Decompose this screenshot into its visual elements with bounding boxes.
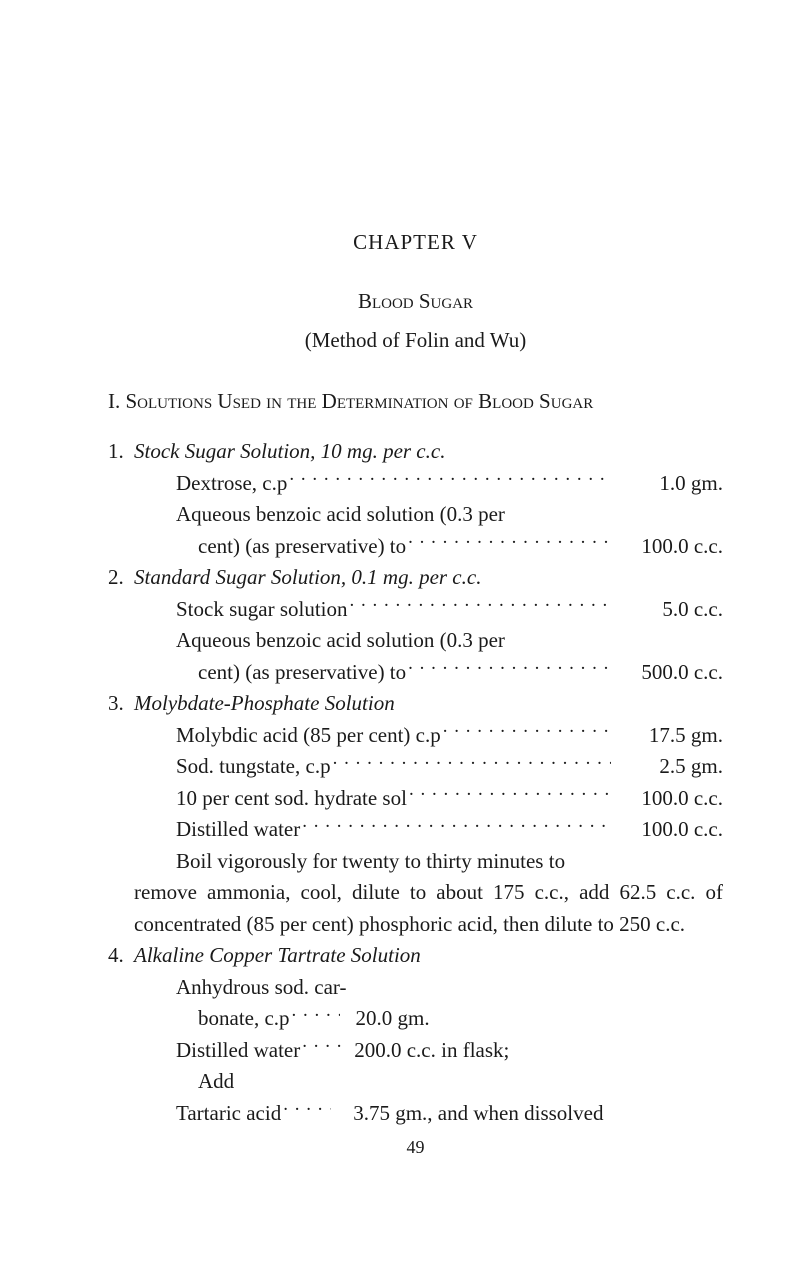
- dot-leaders: [409, 784, 611, 805]
- solution-entry: cent) (as preservative) to 500.0 c.c.: [134, 657, 723, 689]
- entry-label: cent) (as preservative) to: [198, 657, 406, 689]
- item-number: 2.: [108, 562, 134, 688]
- item-title: Molybdate-Phosphate Solution: [134, 688, 723, 720]
- chapter-subtitle: (Method of Folin and Wu): [108, 328, 723, 353]
- dot-leaders: [408, 658, 611, 679]
- section-heading: I. Solutions Used in the Determination o…: [108, 389, 723, 414]
- entry-value: 1.0 gm.: [613, 468, 723, 500]
- item-body: Stock Sugar Solution, 10 mg. per c.c. De…: [134, 436, 723, 562]
- chapter-label: CHAPTER V: [108, 230, 723, 255]
- list-item: 2. Standard Sugar Solution, 0.1 mg. per …: [108, 562, 723, 688]
- entry-continuation: Aqueous benzoic acid solution (0.3 per: [134, 625, 723, 657]
- entry-value: 100.0 c.c.: [613, 531, 723, 563]
- instruction-line: Boil vigorously for twenty to thirty min…: [134, 846, 723, 878]
- dot-leaders: [443, 721, 611, 742]
- entry-value: 2.5 gm.: [613, 751, 723, 783]
- solution-entry: Sod. tungstate, c.p 2.5 gm.: [134, 751, 723, 783]
- entry-label: Distilled water: [176, 1035, 300, 1067]
- dot-leaders: [289, 469, 611, 490]
- entry-value: 100.0 c.c.: [613, 814, 723, 846]
- entry-label: cent) (as preservative) to: [198, 531, 406, 563]
- solution-entry: cent) (as preservative) to 100.0 c.c.: [134, 531, 723, 563]
- inline-line: Distilled water 200.0 c.c. in flask;: [134, 1035, 723, 1067]
- solution-list: 1. Stock Sugar Solution, 10 mg. per c.c.…: [108, 436, 723, 1129]
- item-number: 4.: [108, 940, 134, 1129]
- entry-rest: 200.0 c.c. in flask;: [346, 1035, 509, 1067]
- inline-line: Add: [134, 1066, 723, 1098]
- list-item: 3. Molybdate-Phosphate Solution Molybdic…: [108, 688, 723, 940]
- page-number: 49: [108, 1137, 723, 1158]
- entry-label: Sod. tungstate, c.p: [176, 751, 331, 783]
- item-body: Alkaline Copper Tartrate Solution Anhydr…: [134, 940, 723, 1129]
- dot-leaders: [283, 1099, 331, 1120]
- entry-rest: 20.0 gm.: [342, 1003, 430, 1035]
- item-body: Molybdate-Phosphate Solution Molybdic ac…: [134, 688, 723, 940]
- inline-line: Tartaric acid 3.75 gm., and when dissolv…: [134, 1098, 723, 1130]
- list-item: 1. Stock Sugar Solution, 10 mg. per c.c.…: [108, 436, 723, 562]
- dot-leaders: [350, 595, 612, 616]
- solution-entry: 10 per cent sod. hydrate sol 100.0 c.c.: [134, 783, 723, 815]
- solution-entry: Molybdic acid (85 per cent) c.p 17.5 gm.: [134, 720, 723, 752]
- inline-line: Anhydrous sod. car-: [134, 972, 723, 1004]
- item-body: Standard Sugar Solution, 0.1 mg. per c.c…: [134, 562, 723, 688]
- item-number: 1.: [108, 436, 134, 562]
- entry-value: 17.5 gm.: [613, 720, 723, 752]
- item-title: Alkaline Copper Tartrate Solution: [134, 940, 723, 972]
- entry-value: 100.0 c.c.: [613, 783, 723, 815]
- dot-leaders: [408, 532, 611, 553]
- entry-label: 10 per cent sod. hydrate sol: [176, 783, 407, 815]
- solution-entry: Stock sugar solution 5.0 c.c.: [134, 594, 723, 626]
- dot-leaders: [333, 752, 611, 773]
- entry-label: Stock sugar solution: [176, 594, 348, 626]
- dot-leaders: [302, 815, 611, 836]
- entry-value: 5.0 c.c.: [613, 594, 723, 626]
- item-title: Stock Sugar Solution, 10 mg. per c.c.: [134, 436, 723, 468]
- inline-line: bonate, c.p 20.0 gm.: [134, 1003, 723, 1035]
- entry-label: bonate, c.p: [198, 1003, 290, 1035]
- entry-value: 500.0 c.c.: [613, 657, 723, 689]
- solution-entry: Dextrose, c.p 1.0 gm.: [134, 468, 723, 500]
- entry-label: Dextrose, c.p: [176, 468, 287, 500]
- entry-continuation: Aqueous benzoic acid solution (0.3 per: [134, 499, 723, 531]
- item-number: 3.: [108, 688, 134, 940]
- dot-leaders: [302, 1036, 344, 1057]
- entry-rest: 3.75 gm., and when dissolved: [333, 1098, 603, 1130]
- entry-label: Molybdic acid (85 per cent) c.p: [176, 720, 441, 752]
- item-title: Standard Sugar Solution, 0.1 mg. per c.c…: [134, 562, 723, 594]
- entry-label: Distilled water: [176, 814, 300, 846]
- chapter-title: Blood Sugar: [108, 289, 723, 314]
- dot-leaders: [292, 1004, 340, 1025]
- entry-label: Tartaric acid: [176, 1098, 281, 1130]
- solution-entry: Distilled water 100.0 c.c.: [134, 814, 723, 846]
- instruction-paragraph: remove ammonia, cool, dilute to about 17…: [134, 877, 723, 940]
- list-item: 4. Alkaline Copper Tartrate Solution Anh…: [108, 940, 723, 1129]
- page: CHAPTER V Blood Sugar (Method of Folin a…: [0, 0, 801, 1198]
